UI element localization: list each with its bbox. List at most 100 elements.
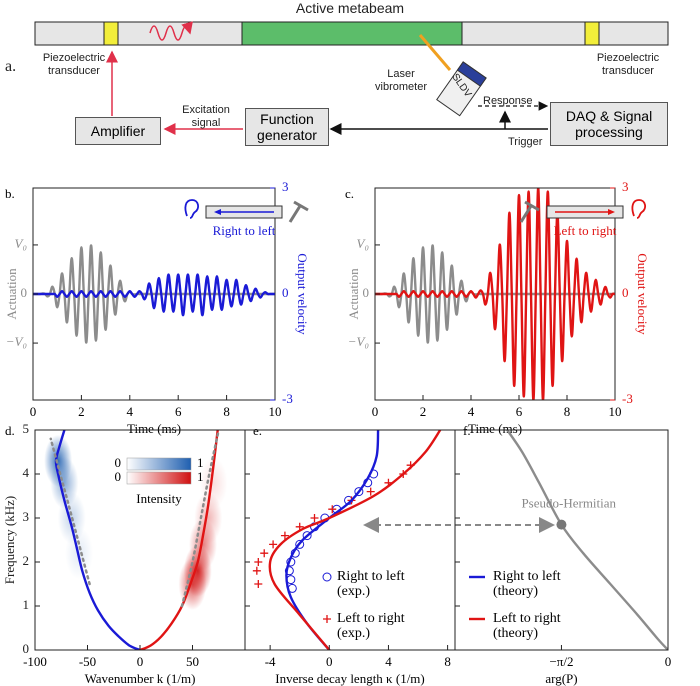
label: Trigger bbox=[508, 136, 543, 148]
x-axis-label: Wavenumber k (1/m) bbox=[85, 671, 196, 686]
beam-title: Active metabeam bbox=[295, 0, 405, 16]
y-tick-label: −V₀ bbox=[348, 334, 369, 349]
heatmap-cell bbox=[199, 456, 228, 509]
legend-label: Right to left (theory) bbox=[493, 569, 561, 600]
y2-axis-label: Output velocity bbox=[295, 253, 310, 335]
annotation-label: Pseudo-Hermitian bbox=[521, 496, 616, 511]
label: Excitation signal bbox=[182, 104, 230, 129]
x-tick-label: 0 bbox=[665, 654, 672, 669]
panel-label: a. bbox=[5, 58, 17, 75]
transducer-left bbox=[103, 21, 119, 46]
y2-tick-label: 3 bbox=[282, 179, 289, 194]
y-tick-label: 0 bbox=[21, 285, 28, 300]
wave-icon bbox=[149, 21, 193, 41]
legend-marker bbox=[322, 572, 332, 582]
label: Piezoelectric transducer bbox=[596, 52, 660, 77]
active-section bbox=[241, 21, 463, 46]
inset-label: Right to left bbox=[213, 223, 276, 238]
x-tick-label: 4 bbox=[385, 654, 392, 669]
y2-axis-label: Output velocity bbox=[635, 253, 650, 335]
sldv-device bbox=[436, 61, 487, 117]
plot-area bbox=[252, 430, 442, 650]
x-tick-label: -100 bbox=[23, 654, 47, 669]
box: Amplifier bbox=[75, 117, 161, 145]
y-tick-label: −V₀ bbox=[6, 334, 27, 349]
label: Response bbox=[483, 95, 533, 107]
marker bbox=[252, 566, 261, 575]
y2-tick-label: -3 bbox=[282, 391, 293, 406]
x-tick-label: 0 bbox=[137, 654, 144, 669]
x-tick-label: 50 bbox=[186, 654, 199, 669]
x-tick-label: 0 bbox=[30, 404, 37, 419]
x-tick-label: −π/2 bbox=[549, 654, 573, 669]
y2-tick-label: -3 bbox=[622, 391, 633, 406]
inset-arrowhead bbox=[608, 209, 615, 215]
annotation-point bbox=[556, 519, 567, 530]
x-tick-label: 10 bbox=[609, 404, 622, 419]
box: DAQ & Signal processing bbox=[550, 102, 668, 146]
marker bbox=[310, 514, 319, 522]
inset-arrowhead bbox=[214, 209, 221, 215]
hammer-icon bbox=[288, 200, 309, 223]
x-tick-label: 2 bbox=[420, 404, 427, 419]
y-tick-label: 0 bbox=[23, 641, 30, 656]
marker bbox=[269, 540, 278, 549]
colorbar-tick-label: 0 bbox=[115, 455, 122, 470]
series-line bbox=[375, 188, 615, 400]
marker bbox=[366, 487, 375, 496]
colorbar bbox=[126, 457, 192, 471]
series-line bbox=[506, 430, 668, 650]
colorbar-label: Intensity bbox=[136, 491, 182, 506]
marker bbox=[295, 539, 305, 549]
x-tick-label: 4 bbox=[468, 404, 475, 419]
y2-tick-label: 0 bbox=[622, 285, 629, 300]
x-tick-label: 8 bbox=[223, 404, 230, 419]
setup-diagram bbox=[34, 21, 669, 135]
marker bbox=[328, 505, 337, 514]
label: Piezoelectric transducer bbox=[42, 52, 106, 77]
x-axis-label: Time (ms) bbox=[468, 421, 522, 436]
legend-marker bbox=[323, 615, 331, 623]
marker bbox=[354, 487, 364, 497]
panel-label: b. bbox=[5, 186, 15, 201]
y-tick-label: 4 bbox=[23, 465, 30, 480]
colorbar-tick-label: 1 bbox=[197, 455, 204, 470]
y-tick-label: V₀ bbox=[357, 236, 369, 251]
x-tick-label: 6 bbox=[175, 404, 182, 419]
series-line bbox=[285, 430, 380, 650]
x-tick-label: 8 bbox=[564, 404, 571, 419]
plot-area bbox=[375, 188, 615, 400]
x-axis-label: arg(P) bbox=[545, 671, 577, 686]
marker bbox=[302, 531, 312, 541]
x-tick-label: 0 bbox=[372, 404, 379, 419]
y-axis-label: Actuation bbox=[4, 268, 19, 320]
panel-label: c. bbox=[345, 186, 354, 201]
marker bbox=[254, 558, 263, 566]
ear-icon bbox=[631, 199, 646, 219]
box: Function generator bbox=[245, 108, 329, 146]
y-tick-label: 5 bbox=[23, 421, 30, 436]
y2-tick-label: 0 bbox=[282, 285, 289, 300]
marker bbox=[254, 580, 263, 588]
marker bbox=[284, 566, 294, 576]
x-tick-label: 6 bbox=[516, 404, 523, 419]
marker bbox=[280, 531, 289, 540]
transducer-right bbox=[584, 21, 600, 46]
x-tick-label: -4 bbox=[265, 654, 276, 669]
colorbar-tick-label: 0 bbox=[115, 469, 122, 484]
y-tick-label: 0 bbox=[363, 285, 370, 300]
legend-label: Left to right (theory) bbox=[493, 611, 561, 642]
inset-label: Left to right bbox=[554, 223, 617, 238]
x-tick-label: 0 bbox=[326, 654, 333, 669]
x-tick-label: 8 bbox=[444, 654, 451, 669]
hammer-icon bbox=[519, 200, 540, 223]
series-line bbox=[138, 430, 219, 650]
series-line bbox=[268, 430, 442, 650]
plot-area bbox=[506, 430, 668, 650]
x-tick-label: 4 bbox=[127, 404, 134, 419]
y-axis-label: Actuation bbox=[346, 268, 361, 320]
laser-beam bbox=[418, 34, 452, 71]
x-tick-label: -50 bbox=[79, 654, 96, 669]
